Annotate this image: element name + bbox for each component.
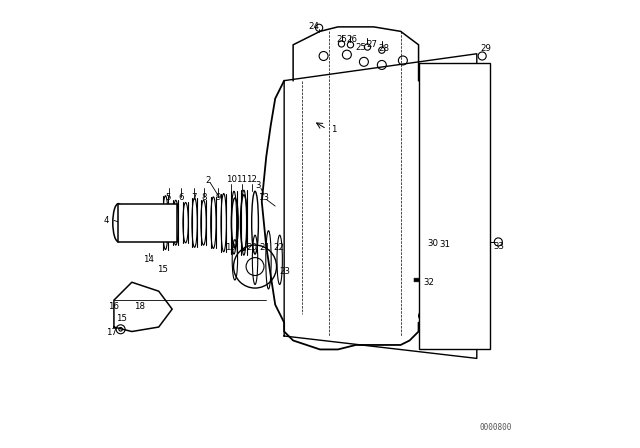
Text: 9: 9: [215, 193, 221, 202]
Text: 5: 5: [166, 193, 172, 202]
Text: 14: 14: [143, 255, 154, 264]
Text: 18: 18: [134, 302, 145, 311]
Text: 7: 7: [191, 193, 196, 202]
Text: 27: 27: [366, 40, 377, 49]
Text: 19: 19: [225, 243, 236, 252]
Text: 15: 15: [116, 314, 127, 323]
Text: 8: 8: [202, 193, 207, 202]
Text: 3: 3: [255, 181, 261, 190]
Text: 11: 11: [236, 175, 247, 184]
Text: 32: 32: [423, 278, 434, 287]
Text: 28: 28: [378, 44, 389, 53]
Text: 23: 23: [280, 267, 291, 276]
Text: 24: 24: [308, 22, 319, 31]
Text: 2: 2: [205, 176, 211, 185]
Text: 4: 4: [104, 216, 109, 225]
Text: 25: 25: [356, 43, 367, 52]
Text: 29: 29: [481, 44, 491, 53]
Text: 0000800: 0000800: [479, 423, 511, 432]
Text: 26: 26: [346, 35, 357, 44]
Bar: [419, 63, 490, 349]
Text: 33: 33: [493, 242, 505, 251]
Text: 6: 6: [179, 193, 184, 202]
Text: 31: 31: [439, 240, 450, 249]
Text: 13: 13: [259, 193, 269, 202]
Text: 30: 30: [428, 239, 438, 248]
Polygon shape: [284, 54, 477, 358]
Text: 16: 16: [108, 302, 119, 311]
Bar: [118, 204, 177, 242]
Text: 10: 10: [226, 175, 237, 184]
Text: 25: 25: [336, 35, 347, 44]
Text: 12: 12: [246, 175, 257, 184]
FancyArrow shape: [414, 278, 445, 282]
Text: 1: 1: [331, 125, 336, 134]
Text: 17: 17: [106, 328, 118, 337]
Text: 15: 15: [157, 265, 168, 274]
Text: 22: 22: [273, 243, 284, 252]
Text: 21: 21: [260, 243, 271, 252]
Text: 20: 20: [246, 243, 257, 252]
